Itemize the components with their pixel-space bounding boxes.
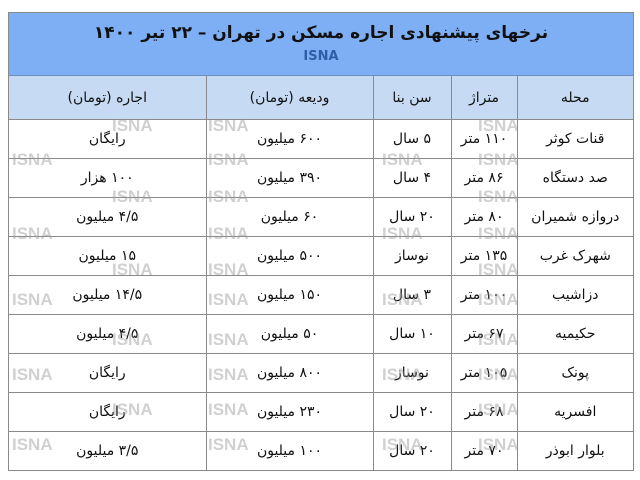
brand-label: ISNA (303, 49, 339, 64)
cell-neighborhood: دروازه شمیران (516, 197, 633, 237)
cell-neighborhood: افسریه (516, 392, 633, 432)
table-row: بلوار ابوذر ۷۰ متر ۲۰ سال ۱۰۰ میلیون ۳/۵ میل… (9, 431, 633, 470)
header-deposit: ودیعه (تومان) (205, 76, 374, 120)
table-row: صد دستگاه ۸۶ متر ۴ سال ۳۹۰ میلیون ۱۰۰ هزار (9, 158, 633, 198)
cell-neighborhood: قنات کوثر (516, 119, 633, 159)
header-row: محله متراژ سن بنا ودیعه (تومان) اجاره (ت… (9, 76, 633, 120)
cell-building-age: نوساز (372, 353, 452, 393)
header-building-age: سن بنا (372, 76, 452, 120)
cell-area: ۷۰ متر (450, 431, 518, 470)
cell-rent: رایگان (9, 392, 207, 432)
cell-building-age: ۱۰ سال (372, 314, 452, 354)
cell-rent: ۱۵ میلیون (9, 236, 207, 276)
cell-rent: ۱۴/۵ میلیون (9, 275, 207, 315)
cell-neighborhood: بلوار ابوذر (516, 431, 633, 470)
cell-area: ۶۸ متر (450, 392, 518, 432)
cell-neighborhood: پونک (516, 353, 633, 393)
table-row: قنات کوثر ۱۱۰ متر ۵ سال ۶۰۰ میلیون رایگان (9, 119, 633, 159)
cell-rent: ۴/۵ میلیون (9, 314, 207, 354)
table-row: افسریه ۶۸ متر ۲۰ سال ۲۳۰ میلیون رایگان (9, 392, 633, 432)
cell-deposit: ۶۰ میلیون (205, 197, 374, 237)
cell-building-age: ۲۰ سال (372, 431, 452, 470)
header-neighborhood: محله (516, 76, 633, 120)
cell-building-age: ۲۰ سال (372, 392, 452, 432)
cell-deposit: ۲۳۰ میلیون (205, 392, 374, 432)
cell-building-age: نوساز (372, 236, 452, 276)
cell-building-age: ۲۰ سال (372, 197, 452, 237)
header-rent: اجاره (تومان) (9, 76, 207, 120)
cell-neighborhood: صد دستگاه (516, 158, 633, 198)
cell-neighborhood: حکیمیه (516, 314, 633, 354)
cell-deposit: ۶۰۰ میلیون (205, 119, 374, 159)
table-row: حکیمیه ۶۷ متر ۱۰ سال ۵۰ میلیون ۴/۵ میلیون (9, 314, 633, 354)
table-row: پونک ۱۰۵ متر نوساز ۸۰۰ میلیون رایگان (9, 353, 633, 393)
cell-area: ۱۱۰ متر (450, 119, 518, 159)
cell-deposit: ۱۰۰ میلیون (205, 431, 374, 470)
header-area: متراژ (450, 76, 518, 120)
cell-building-age: ۴ سال (372, 158, 452, 198)
data-table: محله متراژ سن بنا ودیعه (تومان) اجاره (ت… (9, 76, 633, 470)
cell-rent: ۴/۵ میلیون (9, 197, 207, 237)
table-row: دزاشیب ۱۰۰ متر ۳ سال ۱۵۰ میلیون ۱۴/۵ میلیون (9, 275, 633, 315)
cell-building-age: ۳ سال (372, 275, 452, 315)
cell-area: ۱۰۵ متر (450, 353, 518, 393)
rent-price-table: نرخهای پیشنهادی اجاره مسکن در تهران – ۲۲… (8, 12, 634, 471)
cell-rent: ۱۰۰ هزار (9, 158, 207, 198)
table-title: نرخهای پیشنهادی اجاره مسکن در تهران – ۲۲… (93, 23, 549, 43)
cell-area: ۸۰ متر (450, 197, 518, 237)
cell-deposit: ۵۰۰ میلیون (205, 236, 374, 276)
cell-deposit: ۵۰ میلیون (205, 314, 374, 354)
cell-rent: رایگان (9, 353, 207, 393)
cell-rent: رایگان (9, 119, 207, 159)
cell-deposit: ۱۵۰ میلیون (205, 275, 374, 315)
cell-neighborhood: شهرک غرب (516, 236, 633, 276)
cell-neighborhood: دزاشیب (516, 275, 633, 315)
cell-area: ۱۳۵ متر (450, 236, 518, 276)
cell-rent: ۳/۵ میلیون (9, 431, 207, 470)
table-row: دروازه شمیران ۸۰ متر ۲۰ سال ۶۰ میلیون ۴/۵ می… (9, 197, 633, 237)
cell-deposit: ۳۹۰ میلیون (205, 158, 374, 198)
table-row: شهرک غرب ۱۳۵ متر نوساز ۵۰۰ میلیون ۱۵ میلیون (9, 236, 633, 276)
cell-area: ۸۶ متر (450, 158, 518, 198)
cell-deposit: ۸۰۰ میلیون (205, 353, 374, 393)
cell-area: ۱۰۰ متر (450, 275, 518, 315)
title-band: نرخهای پیشنهادی اجاره مسکن در تهران – ۲۲… (9, 13, 633, 76)
cell-area: ۶۷ متر (450, 314, 518, 354)
cell-building-age: ۵ سال (372, 119, 452, 159)
